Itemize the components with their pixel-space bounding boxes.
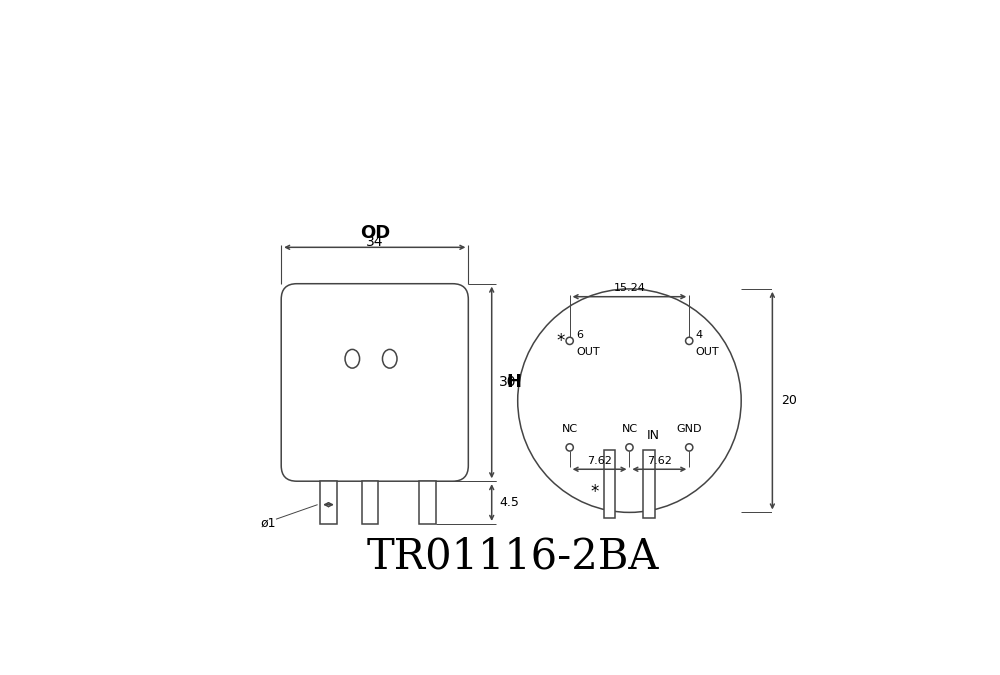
Text: 4.5: 4.5: [499, 496, 519, 509]
Text: 7.62: 7.62: [647, 456, 672, 466]
Circle shape: [566, 338, 573, 344]
Bar: [320, 481, 337, 524]
Text: *: *: [556, 332, 565, 350]
Circle shape: [518, 289, 741, 512]
Text: NC: NC: [562, 425, 578, 435]
FancyBboxPatch shape: [281, 284, 468, 481]
Text: *: *: [591, 483, 599, 501]
Text: IN: IN: [647, 429, 660, 442]
Text: 4: 4: [695, 330, 703, 340]
Circle shape: [686, 338, 693, 344]
Text: TR01116-2BA: TR01116-2BA: [366, 535, 659, 577]
Circle shape: [626, 443, 633, 451]
Bar: [419, 481, 436, 524]
Circle shape: [566, 443, 573, 451]
Text: OUT: OUT: [695, 347, 719, 357]
Bar: [643, 450, 655, 518]
Bar: [604, 450, 615, 518]
Text: 6: 6: [576, 330, 583, 340]
Text: NC: NC: [621, 425, 638, 435]
Text: OD: OD: [360, 224, 390, 242]
Text: ø1: ø1: [260, 516, 276, 529]
Text: 7.62: 7.62: [587, 456, 612, 466]
Bar: [362, 481, 378, 524]
Ellipse shape: [345, 350, 360, 368]
Ellipse shape: [382, 350, 397, 368]
Circle shape: [686, 443, 693, 451]
Text: OUT: OUT: [576, 347, 600, 357]
Text: H: H: [506, 373, 521, 392]
Text: 20: 20: [781, 394, 797, 407]
Text: 34: 34: [366, 235, 384, 249]
Text: GND: GND: [676, 425, 702, 435]
Text: 15.24: 15.24: [614, 283, 645, 292]
Text: 30: 30: [499, 375, 516, 389]
